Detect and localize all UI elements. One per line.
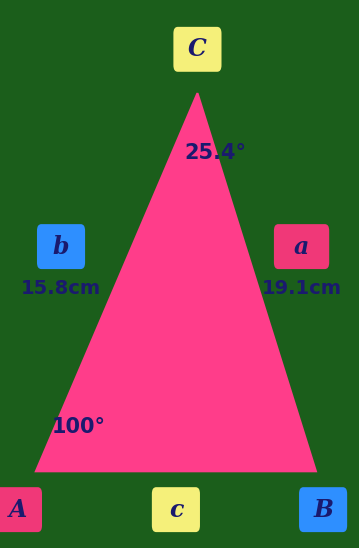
- Polygon shape: [36, 93, 316, 471]
- FancyBboxPatch shape: [274, 224, 329, 269]
- FancyBboxPatch shape: [37, 224, 85, 269]
- Text: 100°: 100°: [52, 418, 106, 437]
- Text: b: b: [53, 235, 69, 259]
- Text: B: B: [313, 498, 333, 522]
- Text: c: c: [169, 498, 183, 522]
- FancyBboxPatch shape: [299, 487, 347, 532]
- Text: 25.4°: 25.4°: [185, 144, 246, 163]
- Text: 15.8cm: 15.8cm: [21, 279, 101, 299]
- FancyBboxPatch shape: [152, 487, 200, 532]
- Text: A: A: [9, 498, 27, 522]
- Text: a: a: [294, 235, 309, 259]
- Text: 19.1cm: 19.1cm: [262, 279, 341, 299]
- FancyBboxPatch shape: [173, 27, 222, 72]
- FancyBboxPatch shape: [0, 487, 42, 532]
- Text: C: C: [188, 37, 207, 61]
